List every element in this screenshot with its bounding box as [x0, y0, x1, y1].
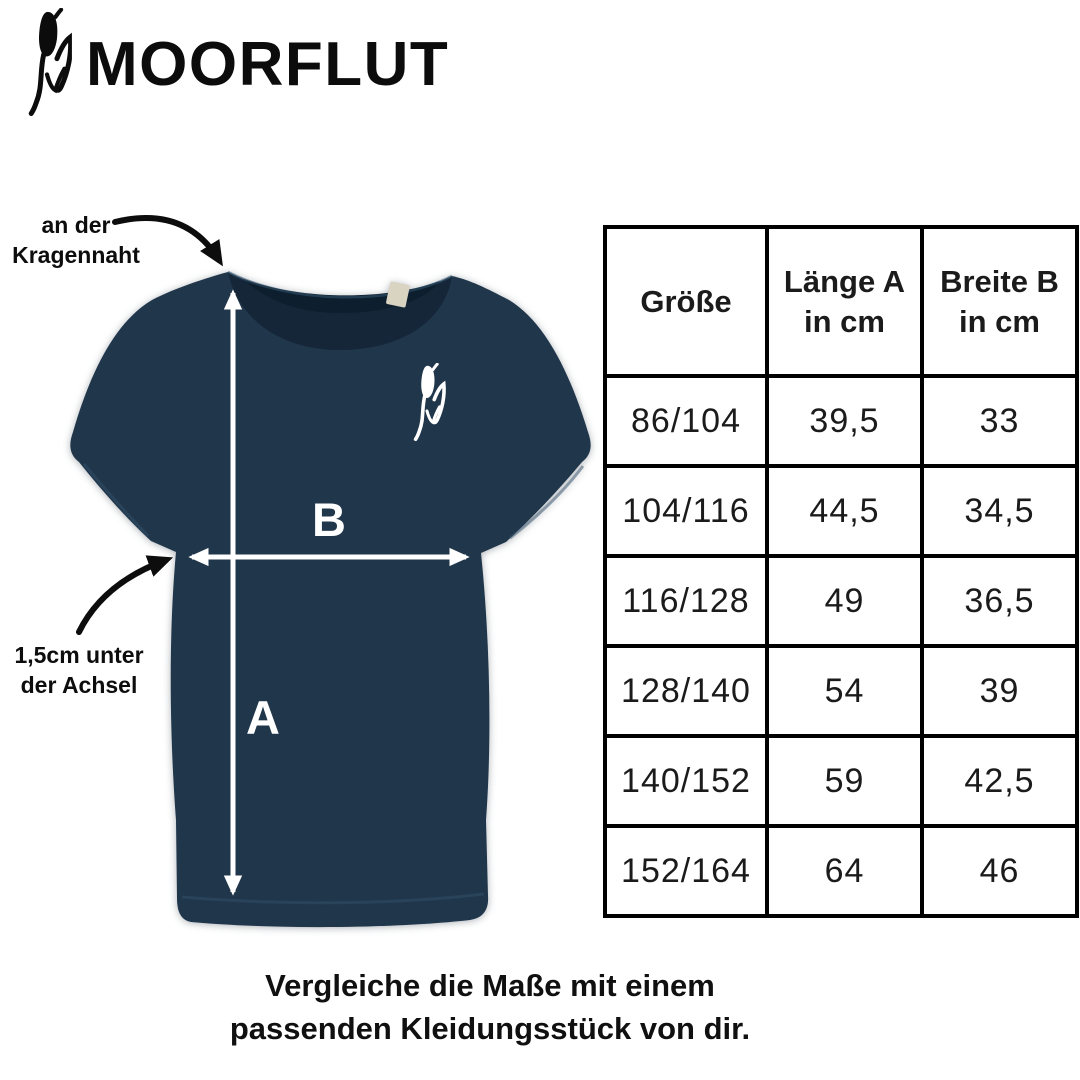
caption-line2: passenden Kleidungsstück von dir.: [229, 1011, 751, 1046]
width-label-b: B: [312, 493, 346, 546]
cell-size: 116/128: [603, 554, 769, 648]
col-header-width-line1: Breite B: [940, 263, 1059, 299]
annotation-under-armpit: 1,5cm unter der Achsel: [0, 640, 158, 700]
caption-line1: Vergleiche die Maße mit einem: [265, 968, 715, 1003]
col-header-size-label: Größe: [640, 283, 732, 319]
annotation-collar-line2: Kragennaht: [12, 242, 140, 268]
cell-width: 42,5: [920, 734, 1079, 828]
col-header-length-line1: Länge A: [783, 263, 906, 299]
col-header-width: Breite B in cm: [920, 225, 1079, 378]
cell-length: 54: [765, 644, 924, 738]
table-row: 116/128 49 36,5: [603, 554, 1079, 648]
brand-logo: MOORFLUT: [22, 8, 449, 116]
annotation-collar-line1: an der: [41, 212, 111, 238]
annotation-armpit-line1: 1,5cm unter: [14, 642, 144, 668]
cell-size: 104/116: [603, 464, 769, 558]
collar-rim-seam: [227, 270, 453, 299]
cell-length: 49: [765, 554, 924, 648]
annotation-collar-seam: an der Kragennaht: [2, 210, 150, 270]
col-header-length: Länge A in cm: [765, 225, 924, 378]
col-header-length-line2: in cm: [804, 303, 885, 339]
table-row: 152/164 64 46: [603, 824, 1079, 918]
cell-length: 39,5: [765, 374, 924, 468]
table-row: 104/116 44,5 34,5: [603, 464, 1079, 558]
cell-length: 64: [765, 824, 924, 918]
length-label-a: A: [246, 691, 280, 744]
collar-care-tag: [386, 281, 410, 308]
tshirt-graphic: [70, 270, 591, 928]
cell-size: 86/104: [603, 374, 769, 468]
size-table: Größe Länge A in cm Breite B in cm 86/10…: [603, 225, 1079, 918]
cell-width: 34,5: [920, 464, 1079, 558]
cell-size: 140/152: [603, 734, 769, 828]
cell-length: 44,5: [765, 464, 924, 558]
col-header-size: Größe: [603, 225, 769, 378]
brand-wordmark: MOORFLUT: [86, 29, 450, 99]
annotation-armpit-line2: der Achsel: [20, 672, 138, 698]
cell-width: 36,5: [920, 554, 1079, 648]
cell-size: 128/140: [603, 644, 769, 738]
caption: Vergleiche die Maße mit einem passenden …: [140, 964, 840, 1050]
cell-length: 59: [765, 734, 924, 828]
hem-seam: [181, 892, 485, 905]
size-table-header-row: Größe Länge A in cm Breite B in cm: [603, 225, 1079, 378]
table-row: 128/140 54 39: [603, 644, 1079, 738]
right-cuff-seam: [509, 465, 585, 540]
cell-width: 46: [920, 824, 1079, 918]
tshirt-body: [70, 272, 591, 928]
table-row: 140/152 59 42,5: [603, 734, 1079, 828]
left-cuff-seam: [82, 463, 150, 538]
table-row: 86/104 39,5 33: [603, 374, 1079, 468]
cell-size: 152/164: [603, 824, 769, 918]
collar-annotation-arrow: [112, 215, 223, 267]
cell-width: 39: [920, 644, 1079, 738]
cell-width: 33: [920, 374, 1079, 468]
col-header-width-line2: in cm: [959, 303, 1040, 339]
armpit-annotation-arrow: [76, 555, 174, 635]
